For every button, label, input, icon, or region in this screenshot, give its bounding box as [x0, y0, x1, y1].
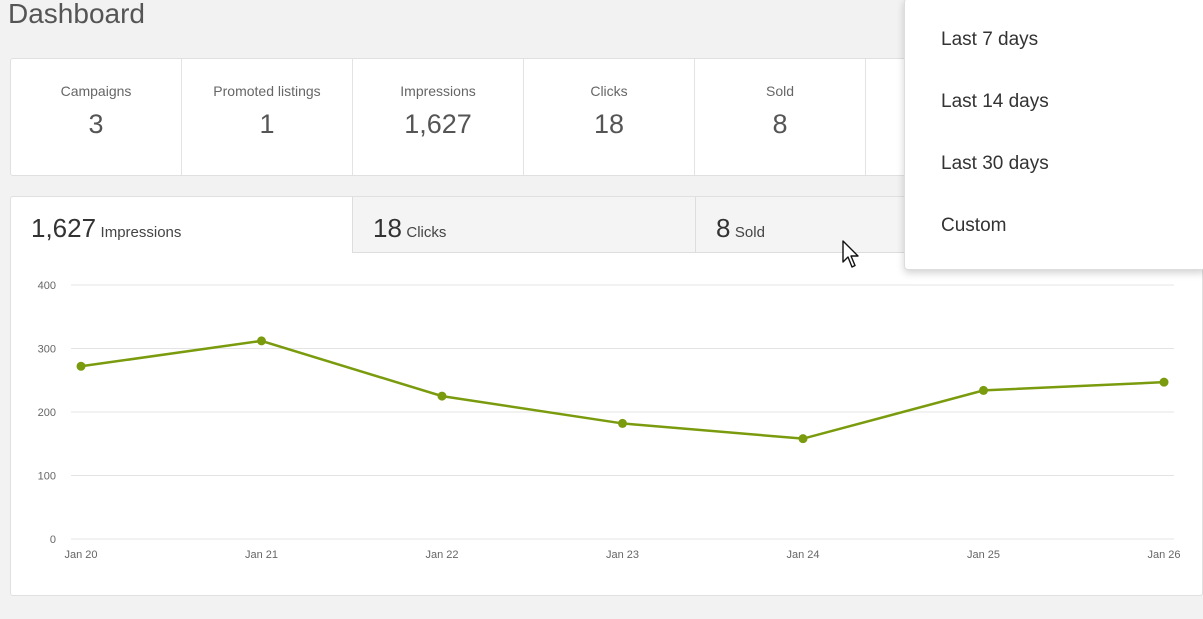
menu-item-custom[interactable]: Custom — [941, 215, 1007, 236]
x-tick-label: Jan 25 — [967, 549, 1000, 561]
data-point — [76, 361, 86, 371]
stat-impressions[interactable]: Impressions 1,627 — [353, 59, 524, 175]
menu-item-last-7-days[interactable]: Last 7 days — [941, 29, 1039, 50]
y-tick-label: 400 — [38, 280, 56, 292]
stat-value: 1,627 — [404, 109, 472, 139]
stat-label: Impressions — [400, 83, 476, 99]
stat-label: Sold — [765, 83, 795, 99]
metric-tabs: 1,627 Impressions 18 Clicks 8 Sold — [11, 197, 1202, 253]
menu-item-last-30-days[interactable]: Last 30 days — [941, 153, 1049, 174]
x-tick-label: Jan 22 — [425, 549, 458, 561]
x-tick-label: Jan 23 — [606, 549, 639, 561]
stat-value: 8 — [772, 109, 788, 139]
stat-promoted-listings[interactable]: Promoted listings 1 — [182, 59, 353, 175]
line-chart: 0 100 200 300 400 Jan 20 Jan 21 Jan 22 Jan 23 Jan… — [38, 280, 1181, 561]
stat-sold[interactable]: Sold 8 — [695, 59, 866, 175]
tab-sold[interactable]: 8 Sold — [695, 197, 935, 253]
y-tick-label: 100 — [38, 471, 56, 483]
stat-campaigns[interactable]: Campaigns 3 — [11, 59, 182, 175]
x-tick-label: Jan 20 — [64, 549, 97, 561]
menu-item-last-14-days[interactable]: Last 14 days — [941, 91, 1049, 112]
tab-value: 8 — [716, 213, 731, 243]
data-point — [437, 391, 447, 401]
x-tick-label: Jan 21 — [245, 549, 278, 561]
data-point — [798, 434, 808, 444]
stats-bar: Campaigns 3 Promoted listings 1 Impressi… — [10, 58, 1012, 176]
x-tick-label: Jan 26 — [1147, 549, 1180, 561]
stat-label: Promoted listings — [213, 83, 321, 99]
tab-value: 1,627 — [31, 213, 97, 243]
tab-impressions[interactable]: 1,627 Impressions — [11, 197, 352, 253]
x-tick-label: Jan 24 — [786, 549, 819, 561]
y-tick-label: 300 — [38, 344, 56, 356]
page-title: Dashboard — [8, 0, 145, 29]
stat-value: 1 — [259, 109, 275, 139]
tab-clicks[interactable]: 18 Clicks — [352, 197, 695, 253]
data-point — [979, 385, 988, 395]
tab-label: Clicks — [406, 224, 447, 241]
stat-label: Campaigns — [60, 83, 132, 99]
data-point — [257, 336, 266, 346]
data-point — [1159, 377, 1169, 387]
tab-value: 18 — [373, 213, 402, 243]
stat-value: 18 — [593, 109, 625, 139]
stat-value: 3 — [88, 109, 104, 139]
y-tick-label: 0 — [50, 534, 56, 546]
mouse-pointer-icon — [842, 240, 859, 268]
tab-label: Impressions — [100, 224, 182, 241]
date-range-menu: Last 7 days Last 14 days Last 30 days Cu… — [904, 0, 1203, 270]
data-point — [618, 418, 627, 428]
y-tick-label: 200 — [38, 407, 56, 419]
tab-label: Sold — [734, 224, 765, 241]
stat-label: Clicks — [590, 83, 628, 99]
stat-clicks[interactable]: Clicks 18 — [524, 59, 695, 175]
